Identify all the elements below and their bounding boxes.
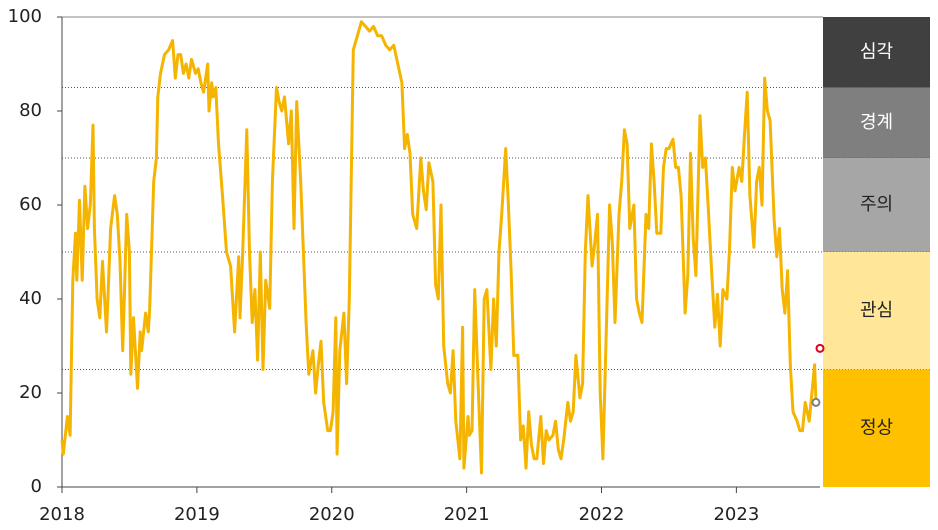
band-label: 주의 (860, 194, 893, 215)
x-tick-label: 2018 (39, 504, 85, 525)
end-marker (815, 343, 825, 353)
band (823, 252, 930, 370)
band (823, 158, 930, 252)
band (823, 369, 930, 487)
y-tick-label: 100 (8, 6, 42, 27)
x-tick-label: 2019 (174, 504, 220, 525)
y-tick-label: 40 (19, 288, 42, 309)
band-label: 경계 (860, 112, 893, 133)
end-marker (811, 397, 821, 407)
x-tick-label: 2021 (444, 504, 490, 525)
x-tick-label: 2023 (713, 504, 759, 525)
y-tick-label: 60 (19, 194, 42, 215)
y-tick-label: 80 (19, 100, 42, 121)
band-label: 관심 (860, 300, 893, 321)
y-tick-label: 20 (19, 382, 42, 403)
x-tick-label: 2020 (309, 504, 355, 525)
band (823, 17, 930, 88)
band-label: 정상 (860, 417, 893, 438)
data-line (60, 20, 818, 475)
x-tick-label: 2022 (579, 504, 625, 525)
band (823, 87, 930, 158)
band-label: 심각 (860, 41, 893, 62)
y-tick-label: 0 (31, 476, 42, 497)
